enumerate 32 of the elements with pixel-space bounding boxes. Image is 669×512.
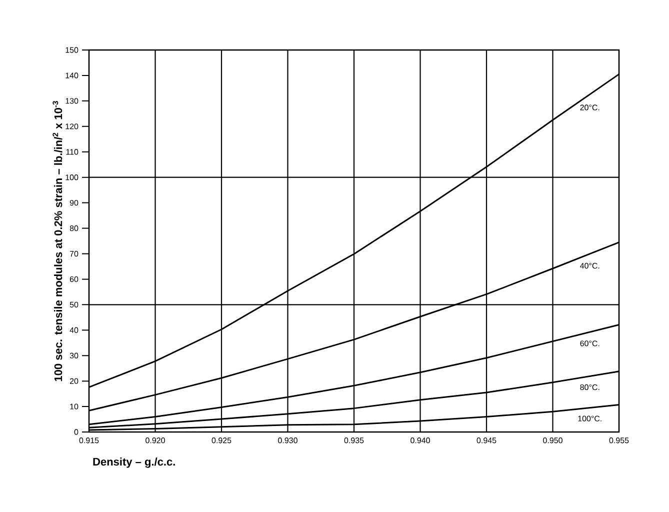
x-tick-label: 0.950 [543, 438, 562, 444]
series-label: 40°C. [580, 262, 600, 269]
series-label: 20°C. [580, 104, 600, 110]
y-tick-label: 150 [66, 47, 78, 53]
series-label: 100°C. [578, 416, 602, 422]
y-tick-label: 70 [70, 250, 78, 257]
y-tick-label: 120 [66, 124, 78, 130]
x-tick-label: 0.955 [609, 438, 629, 444]
x-tick-label: 0.940 [410, 438, 430, 444]
y-tick-label: 90 [70, 200, 78, 206]
x-tick-label: 0.935 [344, 438, 364, 444]
y-tick-label: 140 [66, 72, 78, 78]
series-label: 60°C. [580, 340, 600, 346]
x-tick-label: 0.920 [146, 438, 165, 444]
y-tick-label: 10 [70, 404, 78, 410]
x-tick-label: 0.930 [278, 438, 298, 444]
y-tick-label: 30 [70, 352, 78, 358]
series-label: 80°C. [580, 384, 600, 390]
y-tick-label: 60 [70, 276, 78, 282]
x-tick-label: 0.915 [79, 438, 99, 444]
x-tick-label: 0.925 [212, 438, 232, 444]
x-tick-label: 0.945 [476, 438, 496, 444]
y-tick-label: 110 [66, 149, 78, 155]
y-tick-label: 80 [70, 225, 78, 232]
y-tick-label: 100 [66, 174, 78, 180]
y-tick-label: 130 [66, 98, 78, 104]
y-tick-label: 50 [70, 302, 78, 308]
x-axis-title: Density – g./c.c. [93, 458, 175, 468]
y-tick-label: 40 [70, 327, 78, 333]
y-tick-label: 20 [70, 378, 78, 384]
y-tick-label: 0 [74, 429, 78, 435]
y-axis-title: 100 sec. tensile modules at 0.2% strain – lb./in/$^{2}$ x 10$^{-3}$ [52, 101, 62, 382]
